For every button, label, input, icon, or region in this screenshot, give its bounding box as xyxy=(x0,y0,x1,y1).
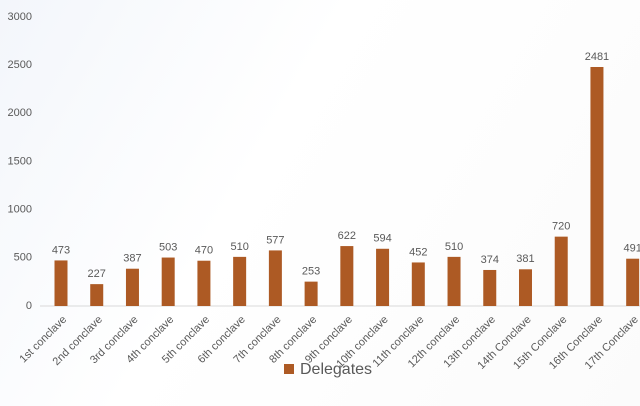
bar xyxy=(340,246,354,306)
data-label: 253 xyxy=(302,266,320,278)
y-tick-label: 2000 xyxy=(8,107,32,119)
bar xyxy=(590,66,604,306)
bar xyxy=(161,257,175,306)
y-tick-label: 1500 xyxy=(8,155,32,167)
data-label: 227 xyxy=(88,268,106,280)
bar xyxy=(125,268,139,306)
data-label: 470 xyxy=(195,245,213,257)
bar xyxy=(626,258,640,306)
legend-label: Delegates xyxy=(300,361,372,378)
y-tick-label: 0 xyxy=(26,300,32,312)
legend-swatch xyxy=(284,364,294,374)
data-label: 622 xyxy=(338,230,356,242)
bar xyxy=(268,250,282,306)
y-tick-label: 1000 xyxy=(8,204,32,216)
data-label: 510 xyxy=(445,241,463,253)
bar xyxy=(483,269,497,306)
bar xyxy=(447,256,461,306)
data-label: 491 xyxy=(624,243,640,255)
bar xyxy=(376,248,390,306)
data-label: 503 xyxy=(159,241,177,253)
y-tick-label: 3000 xyxy=(8,11,32,23)
data-label: 594 xyxy=(373,233,391,245)
bar xyxy=(554,236,568,306)
data-label: 374 xyxy=(481,254,499,266)
data-label: 720 xyxy=(552,221,570,233)
data-label: 473 xyxy=(52,244,70,256)
data-label: 387 xyxy=(123,253,141,265)
bar xyxy=(518,269,532,306)
data-label: 452 xyxy=(409,246,427,258)
bar xyxy=(304,281,318,306)
bar xyxy=(197,260,211,306)
data-label: 510 xyxy=(230,241,248,253)
data-label: 2481 xyxy=(585,51,609,63)
data-label: 577 xyxy=(266,234,284,246)
y-tick-label: 2500 xyxy=(8,59,32,71)
bar xyxy=(411,262,425,306)
bar xyxy=(54,260,68,306)
bar xyxy=(233,256,247,306)
y-tick-label: 500 xyxy=(14,252,32,264)
bar xyxy=(90,284,104,306)
data-label: 381 xyxy=(516,253,534,265)
